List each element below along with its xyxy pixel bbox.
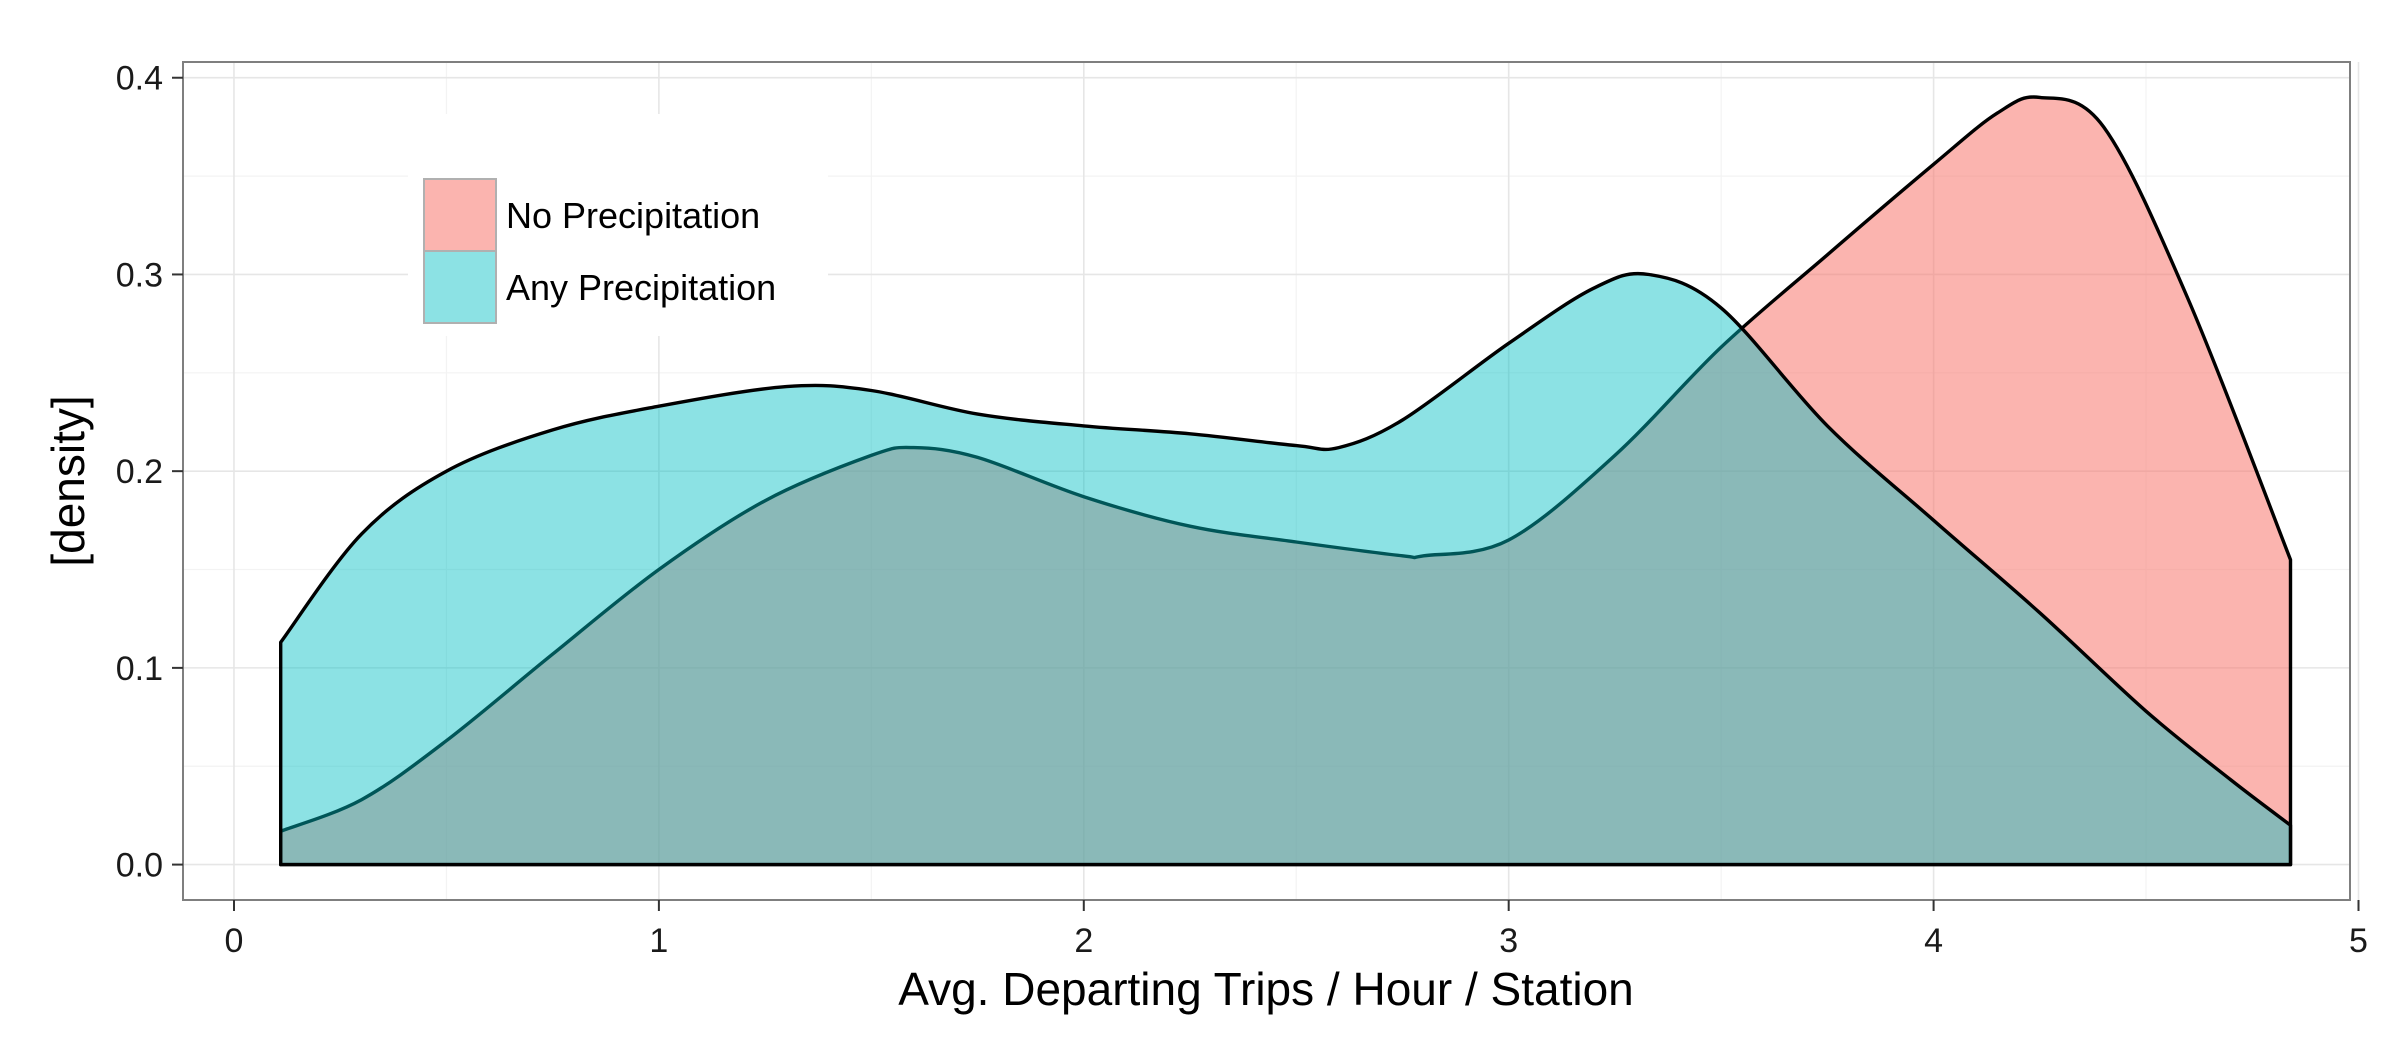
- density-area-no-precipitation: [279, 95, 2293, 867]
- legend-label-no-precipitation: No Precipitation: [506, 195, 760, 236]
- y-axis: 0.0 0.1 0.2 0.3 0.4: [116, 60, 183, 885]
- y-axis-title: [density]: [42, 395, 94, 566]
- legend-key-any-precipitation: [423, 250, 497, 324]
- x-tick-label: 5: [2349, 922, 2368, 960]
- y-tick-label: 0.1: [116, 650, 163, 688]
- panel-border: [182, 61, 2351, 901]
- y-tick-label: 0.0: [116, 847, 163, 885]
- legend-key-no-precipitation: [423, 178, 497, 252]
- x-tick-label: 1: [649, 922, 668, 960]
- legend-label-any-precipitation: Any Precipitation: [506, 267, 776, 308]
- y-tick-label: 0.3: [116, 256, 163, 294]
- x-tick-label: 2: [1074, 922, 1093, 960]
- x-tick-label: 4: [1924, 922, 1943, 960]
- legend: No Precipitation Any Precipitation: [408, 114, 828, 336]
- x-tick-label: 3: [1499, 922, 1518, 960]
- density-areas: [279, 95, 2293, 867]
- x-axis-title: Avg. Departing Trips / Hour / Station: [898, 963, 1634, 1015]
- density-area-any-precipitation: [279, 271, 2293, 867]
- y-tick-label: 0.4: [116, 60, 163, 98]
- y-tick-label: 0.2: [116, 453, 163, 491]
- x-tick-label: 0: [225, 922, 244, 960]
- x-axis: 0 1 2 3 4 5: [225, 900, 2368, 960]
